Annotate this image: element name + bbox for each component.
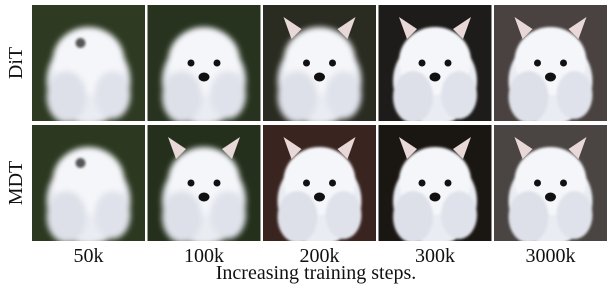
dog-eye <box>214 60 221 67</box>
image-content <box>494 125 607 245</box>
dog-fur <box>326 71 362 119</box>
dog-eye <box>188 180 195 187</box>
dog-fur <box>441 71 477 119</box>
image-cell <box>263 125 376 245</box>
image-content <box>32 5 145 125</box>
dog-nose <box>314 73 325 82</box>
image-cell <box>32 5 145 125</box>
dog-fur <box>47 191 87 243</box>
dog-fur <box>95 191 131 239</box>
image-cell <box>148 5 261 125</box>
dog-fur <box>210 71 246 119</box>
dog <box>47 147 131 245</box>
image-content <box>379 5 492 125</box>
dog-eye <box>560 180 567 187</box>
dog-fur <box>278 191 318 243</box>
dog-eye <box>419 180 426 187</box>
dog-nose <box>430 73 441 82</box>
image-cell <box>379 5 492 125</box>
dog-fur <box>393 71 433 123</box>
row-label: DiT <box>5 47 27 79</box>
dog-fur <box>210 191 246 239</box>
dog-eye <box>560 60 567 67</box>
dog <box>47 27 131 125</box>
dog-nose <box>199 73 210 82</box>
image-cell <box>494 125 607 245</box>
dog-nose <box>430 193 441 202</box>
dog-eye <box>303 180 310 187</box>
dog-eye <box>445 60 452 67</box>
column-label: 50k <box>74 245 104 267</box>
image-cell <box>32 125 145 245</box>
dog-eye <box>445 180 452 187</box>
dog-nose <box>545 193 556 202</box>
dog-fur <box>47 71 87 123</box>
dog-patch <box>76 158 86 168</box>
dog-fur <box>557 71 593 119</box>
image-content <box>32 125 145 245</box>
dog-nose <box>545 73 556 82</box>
dog-eye <box>329 60 336 67</box>
dog-patch <box>76 38 86 48</box>
dog-fur <box>393 191 433 243</box>
dog-eye <box>303 60 310 67</box>
column-label: 3000k <box>526 245 576 267</box>
dog-nose <box>199 193 210 202</box>
dog-eye <box>214 180 221 187</box>
figure: DiTMDT50k100k200k300k3000k Increasing tr… <box>0 0 611 291</box>
dog-eye <box>419 60 426 67</box>
image-cell <box>494 5 607 125</box>
dog-fur <box>95 71 131 119</box>
dog-eye <box>329 180 336 187</box>
dog-fur <box>326 191 362 239</box>
dog-fur <box>278 71 318 123</box>
dog-nose <box>314 193 325 202</box>
image-cell <box>148 125 261 245</box>
dog-fur <box>162 71 202 123</box>
dog-fur <box>162 191 202 243</box>
image-content <box>379 125 492 245</box>
column-label: 300k <box>415 245 455 267</box>
image-cell <box>379 125 492 245</box>
dog-eye <box>534 60 541 67</box>
row-label: MDT <box>5 161 27 205</box>
image-content <box>148 5 261 125</box>
image-content <box>494 5 607 125</box>
image-content <box>263 125 376 245</box>
image-content <box>148 125 261 245</box>
dog-fur <box>509 71 549 123</box>
image-content <box>263 5 376 125</box>
dog-fur <box>441 191 477 239</box>
dog-eye <box>534 180 541 187</box>
dog-fur <box>557 191 593 239</box>
dog-eye <box>188 60 195 67</box>
image-cell <box>263 5 376 125</box>
image-grid <box>32 5 607 245</box>
caption: Increasing training steps. <box>216 262 417 284</box>
dog-fur <box>509 191 549 243</box>
